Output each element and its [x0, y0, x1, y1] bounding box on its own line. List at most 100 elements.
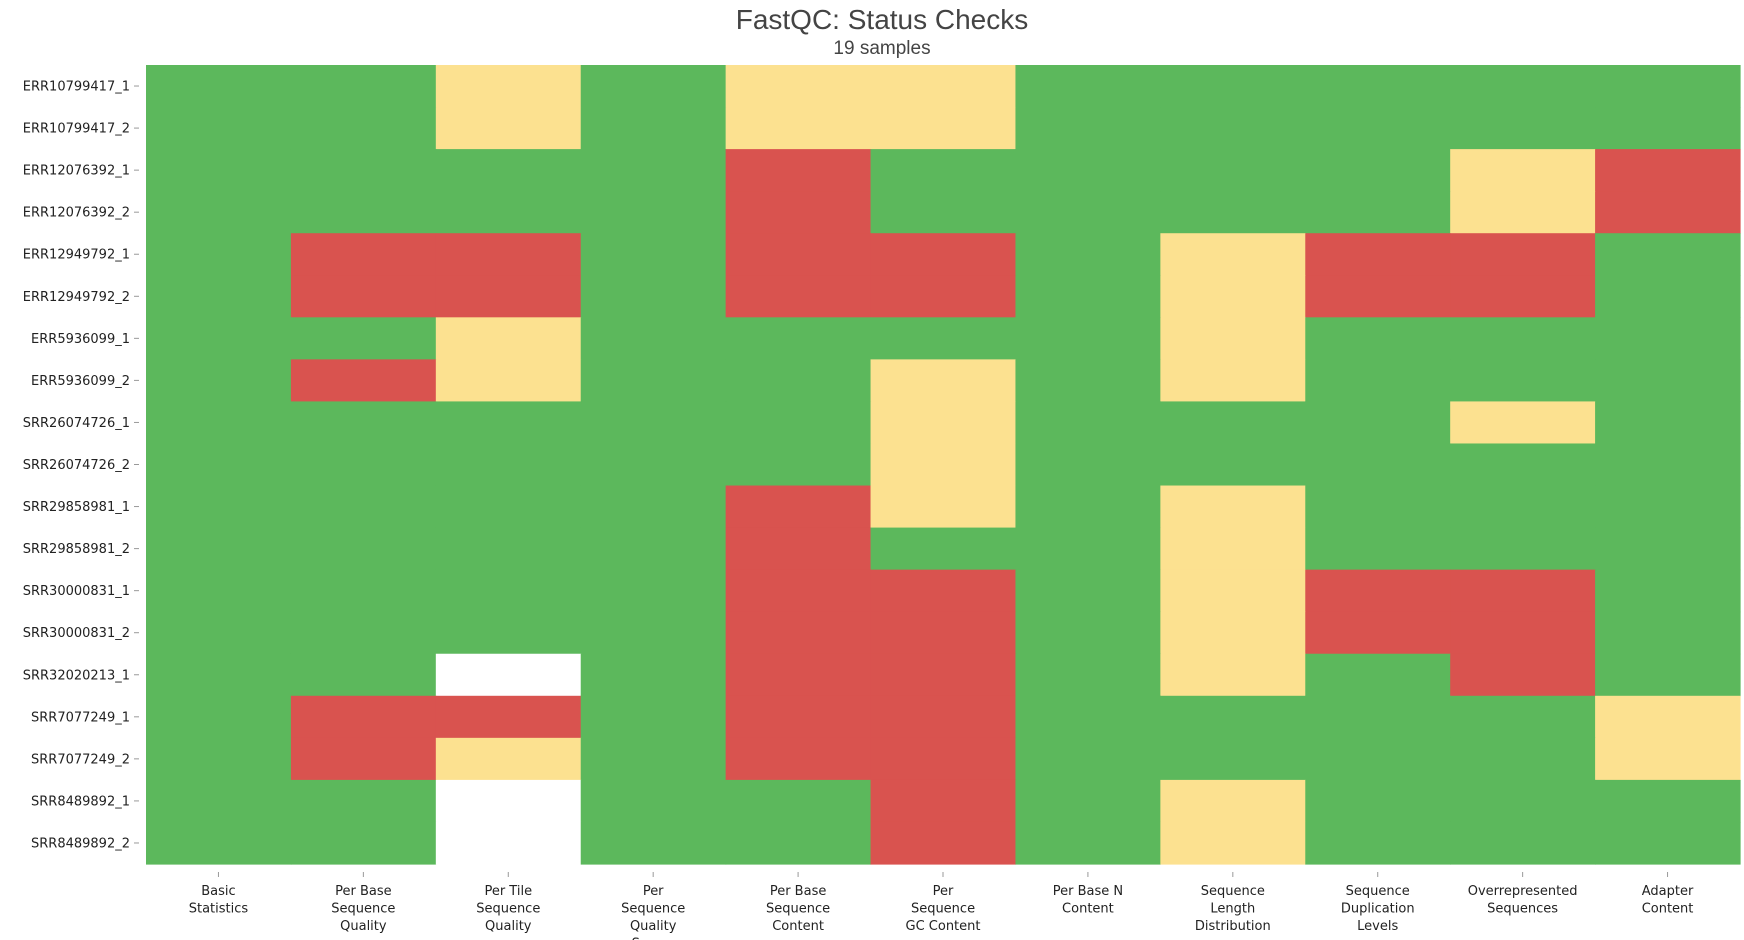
heatmap-cell[interactable]	[580, 107, 727, 150]
heatmap-cell[interactable]	[725, 401, 872, 445]
heatmap-cell[interactable]	[580, 611, 727, 655]
heatmap-cell[interactable]	[580, 359, 727, 403]
heatmap-cell[interactable]	[1305, 821, 1451, 865]
heatmap-cell[interactable]	[580, 65, 727, 108]
heatmap-cell[interactable]	[580, 191, 727, 234]
heatmap-cell[interactable]	[725, 107, 872, 150]
heatmap-cell[interactable]	[1015, 527, 1161, 571]
heatmap-cell[interactable]	[146, 611, 292, 655]
heatmap-cell[interactable]	[580, 149, 727, 192]
heatmap-cell[interactable]	[1015, 233, 1161, 276]
heatmap-cell[interactable]	[290, 569, 437, 613]
heatmap-cell[interactable]	[1450, 191, 1596, 234]
heatmap-cell[interactable]	[870, 527, 1017, 571]
heatmap-cell[interactable]	[1160, 149, 1306, 192]
heatmap-cell[interactable]	[1450, 359, 1596, 403]
heatmap-cell[interactable]	[435, 275, 582, 318]
heatmap-cell[interactable]	[870, 653, 1017, 697]
heatmap-cell[interactable]	[580, 821, 727, 865]
heatmap-cell[interactable]	[1015, 737, 1161, 781]
heatmap-cell[interactable]	[435, 65, 582, 108]
heatmap-cell[interactable]	[1450, 779, 1596, 823]
heatmap-cell[interactable]	[870, 611, 1017, 655]
heatmap-cell[interactable]	[725, 737, 872, 781]
heatmap-cell[interactable]	[1450, 149, 1596, 192]
heatmap-cell[interactable]	[1305, 107, 1451, 150]
heatmap-cell[interactable]	[580, 401, 727, 445]
heatmap-cell[interactable]	[1160, 233, 1306, 276]
heatmap-cell[interactable]	[1015, 191, 1161, 234]
heatmap-cell[interactable]	[1450, 569, 1596, 613]
heatmap-cell[interactable]	[1160, 191, 1306, 234]
heatmap-cell[interactable]	[290, 149, 437, 192]
heatmap-cell[interactable]	[580, 275, 727, 318]
heatmap-cell[interactable]	[435, 485, 582, 529]
heatmap-cell[interactable]	[146, 191, 292, 234]
heatmap-cell[interactable]	[1160, 653, 1306, 697]
heatmap-cell[interactable]	[1450, 527, 1596, 571]
heatmap-cell[interactable]	[870, 695, 1017, 739]
heatmap-cell[interactable]	[146, 779, 292, 823]
heatmap-cell[interactable]	[1595, 65, 1741, 108]
heatmap-cell[interactable]	[1595, 107, 1741, 150]
heatmap-cell[interactable]	[146, 527, 292, 571]
heatmap-cell[interactable]	[435, 695, 582, 739]
heatmap-cell[interactable]	[725, 317, 872, 360]
heatmap-cell[interactable]	[1160, 359, 1306, 403]
heatmap-cell[interactable]	[1160, 275, 1306, 318]
heatmap-cell[interactable]	[435, 401, 582, 445]
heatmap-cell[interactable]	[1450, 275, 1596, 318]
heatmap-cell[interactable]	[290, 191, 437, 234]
heatmap-cell[interactable]	[1305, 695, 1451, 739]
heatmap-cell[interactable]	[435, 737, 582, 781]
heatmap-cell[interactable]	[870, 485, 1017, 529]
heatmap-cell[interactable]	[146, 443, 292, 487]
heatmap-cell[interactable]	[1015, 653, 1161, 697]
heatmap-cell[interactable]	[870, 107, 1017, 150]
heatmap-cell[interactable]	[1595, 611, 1741, 655]
heatmap-cell[interactable]	[146, 401, 292, 445]
heatmap-cell[interactable]	[1015, 107, 1161, 150]
heatmap-cell[interactable]	[1015, 443, 1161, 487]
heatmap-cell[interactable]	[290, 695, 437, 739]
heatmap-cell[interactable]	[1595, 695, 1741, 739]
heatmap-cell[interactable]	[725, 569, 872, 613]
heatmap-cell[interactable]	[1595, 149, 1741, 192]
heatmap-cell[interactable]	[870, 275, 1017, 318]
heatmap-cell[interactable]	[1450, 821, 1596, 865]
heatmap-cell[interactable]	[1305, 653, 1451, 697]
heatmap-cell[interactable]	[1305, 527, 1451, 571]
heatmap-cell[interactable]	[725, 485, 872, 529]
heatmap-cell[interactable]	[1595, 191, 1741, 234]
heatmap-cell[interactable]	[725, 527, 872, 571]
heatmap-cell[interactable]	[435, 569, 582, 613]
heatmap-cell[interactable]	[146, 233, 292, 276]
heatmap-cell[interactable]	[435, 191, 582, 234]
heatmap-cell[interactable]	[290, 107, 437, 150]
heatmap-cell[interactable]	[1015, 65, 1161, 108]
heatmap-cell[interactable]	[146, 275, 292, 318]
heatmap-cell[interactable]	[1450, 401, 1596, 445]
heatmap-cell[interactable]	[435, 443, 582, 487]
heatmap-cell[interactable]	[290, 65, 437, 108]
heatmap-cell[interactable]	[1305, 65, 1451, 108]
heatmap-cell[interactable]	[580, 485, 727, 529]
heatmap-cell[interactable]	[870, 569, 1017, 613]
heatmap-cell[interactable]	[1305, 149, 1451, 192]
heatmap-cell[interactable]	[146, 821, 292, 865]
heatmap-cell[interactable]	[580, 779, 727, 823]
heatmap-cell[interactable]	[290, 359, 437, 403]
heatmap-cell[interactable]	[870, 191, 1017, 234]
heatmap-cell[interactable]	[1015, 569, 1161, 613]
heatmap-cell[interactable]	[435, 359, 582, 403]
heatmap-cell[interactable]	[580, 527, 727, 571]
heatmap-cell[interactable]	[290, 275, 437, 318]
heatmap-cell[interactable]	[870, 821, 1017, 865]
heatmap-cell[interactable]	[146, 653, 292, 697]
heatmap-cell[interactable]	[580, 653, 727, 697]
heatmap-cell[interactable]	[870, 149, 1017, 192]
heatmap-cell[interactable]	[725, 653, 872, 697]
heatmap-cell[interactable]	[1305, 737, 1451, 781]
heatmap-cell[interactable]	[1160, 401, 1306, 445]
heatmap-cell[interactable]	[1595, 359, 1741, 403]
